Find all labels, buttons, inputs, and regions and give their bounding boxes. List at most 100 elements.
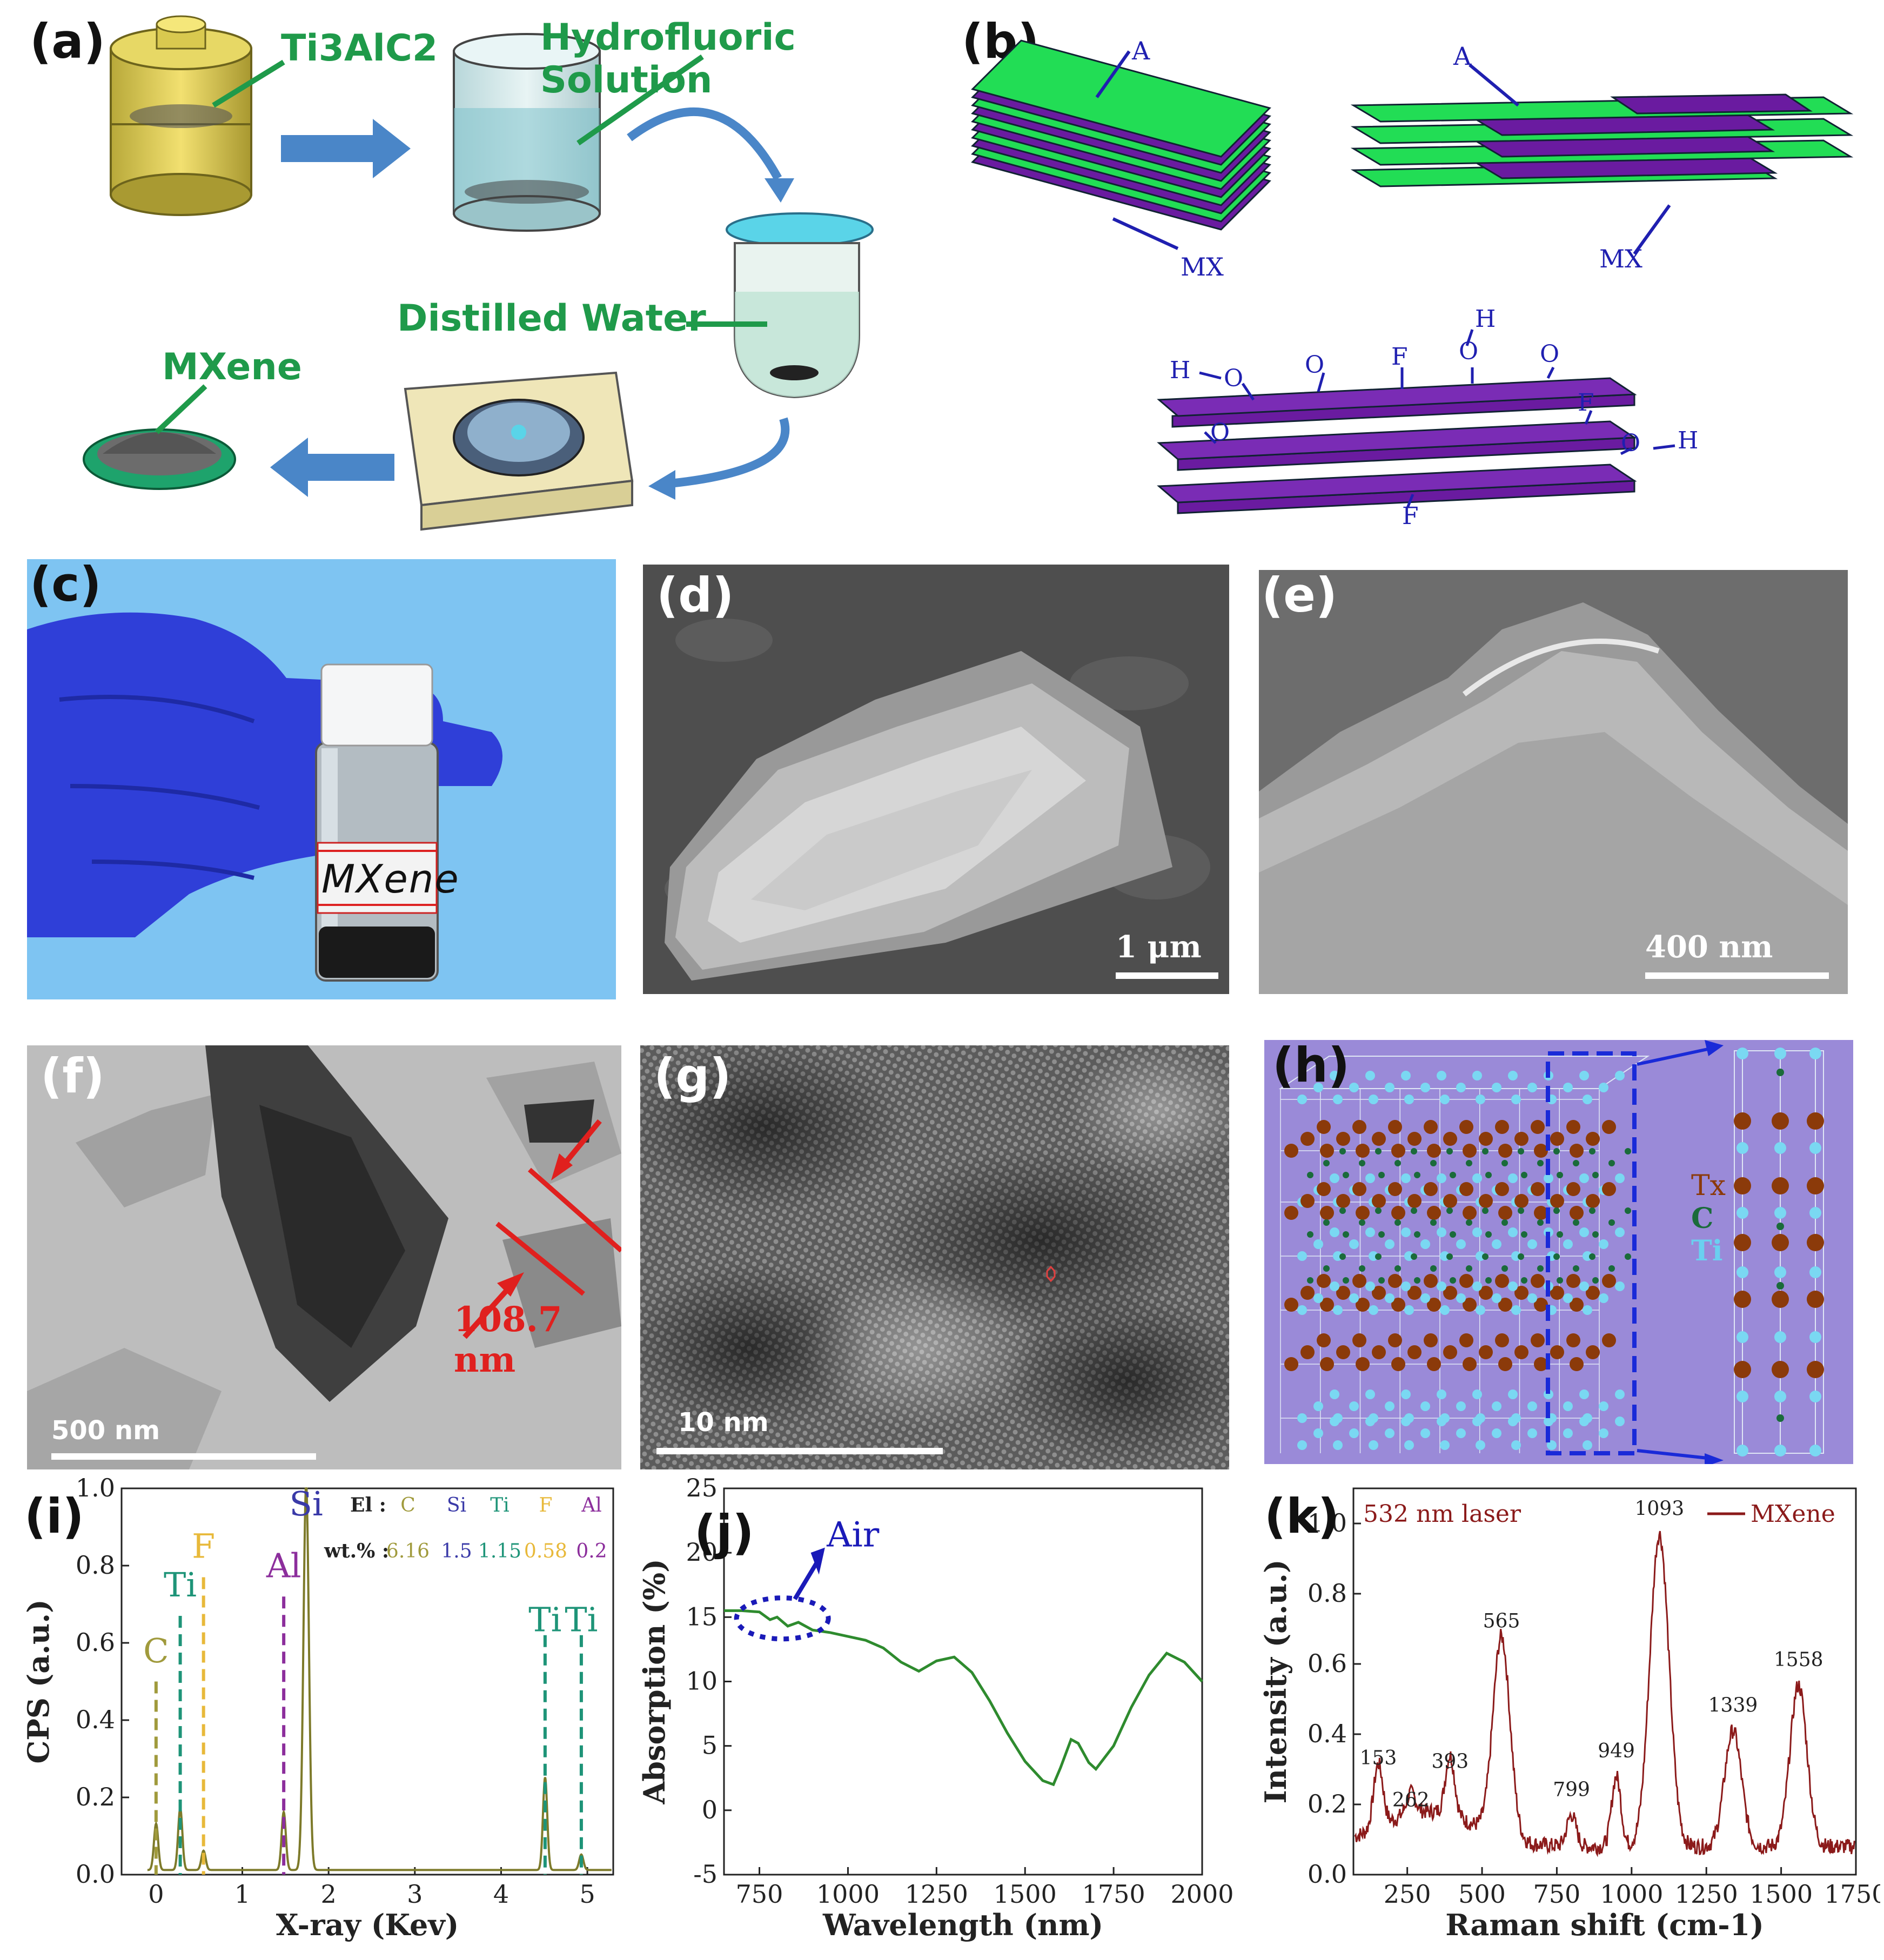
peak-label-al: Al: [266, 1546, 301, 1585]
tx-atom: [1534, 1144, 1548, 1158]
tx-atom: [1317, 1120, 1331, 1134]
y-tick-label: 0.2: [1308, 1789, 1347, 1818]
tx-atom: [1336, 1345, 1350, 1359]
x-axis-label: Wavelength (nm): [822, 1908, 1103, 1942]
ti-atom: [1313, 1401, 1323, 1411]
x-tick-label: 1750: [1082, 1880, 1145, 1909]
c-atom: [1430, 1160, 1437, 1166]
tx-atom: [1463, 1206, 1477, 1220]
x-tick-label: 750: [1533, 1880, 1581, 1909]
c-atom: [1521, 1172, 1527, 1178]
ti-atom: [1579, 1390, 1589, 1399]
panel-c: MXene (c): [27, 559, 616, 999]
c-atom: [1446, 1253, 1453, 1260]
peak-label-ti: Ti: [528, 1600, 561, 1640]
air-region-ellipse: [734, 1595, 831, 1642]
ti-atom: [1583, 1305, 1592, 1315]
tx-atom: [1807, 1177, 1824, 1194]
tx-atom: [1550, 1286, 1564, 1300]
c-atom: [1625, 1253, 1631, 1260]
c-atom: [1537, 1219, 1544, 1226]
c-atom: [1446, 1207, 1453, 1214]
ti-atom: [1313, 1293, 1323, 1303]
tx-atom: [1352, 1274, 1366, 1288]
c-atom: [1518, 1148, 1524, 1154]
tx-atom: [1459, 1182, 1473, 1196]
tx-atom: [1570, 1357, 1584, 1371]
panel-g: 10 nm (g): [640, 1045, 1229, 1469]
c-atom: [1339, 1253, 1346, 1260]
ti-atom: [1365, 1281, 1375, 1291]
c-atom: [1501, 1265, 1508, 1272]
y-tick-label: 15: [686, 1602, 718, 1631]
panel-j: 750 1000 1250 1500 1750 2000 -5 0 5 10 15 20 25 Wavel…: [640, 1478, 1251, 1960]
tx-atom: [1566, 1333, 1580, 1347]
tx-atom: [1514, 1132, 1528, 1146]
label-mxene: MXene: [162, 346, 302, 388]
eds-spectrum-line: [147, 1487, 612, 1871]
c-atom: [1430, 1265, 1437, 1272]
ti-atom: [1365, 1390, 1375, 1399]
tx-atom: [1807, 1361, 1824, 1378]
ti-atom: [1472, 1390, 1482, 1399]
ti-atom: [1615, 1281, 1625, 1291]
air-arrow-head: [810, 1547, 825, 1575]
ti-atom: [1774, 1048, 1786, 1059]
ti-atom: [1737, 1266, 1748, 1278]
tx-atom: [1498, 1144, 1512, 1158]
ti-atom: [1456, 1293, 1466, 1303]
tx-atom: [1356, 1298, 1370, 1312]
terminated-sheets: [1157, 377, 1637, 514]
tx-atom: [1534, 1298, 1548, 1312]
c-atom: [1394, 1160, 1401, 1166]
panel-d: 1 μm (d): [643, 565, 1229, 994]
tx-atom: [1443, 1132, 1457, 1146]
panel-tag-e: (e): [1262, 570, 1338, 623]
c-atom: [1608, 1160, 1615, 1166]
c-atom: [1414, 1172, 1420, 1178]
tx-atom: [1807, 1112, 1824, 1130]
eds-table-value: 0.58: [524, 1540, 567, 1562]
label-hydrofluoric-solution: Hydrofluoric Solution: [540, 16, 796, 102]
eds-table-element: Ti: [490, 1494, 509, 1516]
x-tick-label: 2: [321, 1880, 337, 1909]
beaker-illustration: [453, 33, 601, 232]
tx-atom: [1443, 1286, 1457, 1300]
y-tick-label: 10: [686, 1667, 718, 1696]
tx-atom: [1407, 1132, 1422, 1146]
ti-atom: [1313, 1083, 1323, 1092]
panel-i: 0 1 2 3 4 5 0.0 0.2 0.4 0.6 0.8 1.0 X-ray (Kev) CPS (…: [11, 1478, 638, 1960]
ti-atom: [1404, 1440, 1414, 1450]
tx-atom: [1356, 1206, 1370, 1220]
c-atom: [1394, 1265, 1401, 1272]
x-tick-label: 4: [493, 1880, 509, 1909]
thickness-label: 108.7 nm: [454, 1299, 562, 1380]
c-atom: [1592, 1277, 1599, 1284]
c-atom: [1411, 1253, 1417, 1260]
x-tick-label: 2000: [1170, 1880, 1233, 1909]
tx-atom: [1550, 1194, 1564, 1208]
peak-label-si: Si: [289, 1484, 323, 1523]
tx-atom: [1317, 1182, 1331, 1196]
tx-atom: [1317, 1274, 1331, 1288]
ti-atom: [1349, 1293, 1359, 1303]
tx-atom: [1407, 1345, 1422, 1359]
eds-table-element: C: [400, 1494, 415, 1516]
tx-atom: [1566, 1120, 1580, 1134]
ti-atom: [1313, 1428, 1323, 1438]
c-atom: [1776, 1069, 1784, 1076]
ti-atom: [1472, 1227, 1482, 1237]
c-atom: [1339, 1207, 1346, 1214]
ti-atom: [1563, 1293, 1573, 1303]
tx-atom: [1300, 1132, 1315, 1146]
ti-atom: [1774, 1391, 1786, 1402]
zoom-arrow-head-bottom: [1705, 1453, 1724, 1464]
tx-atom: [1427, 1144, 1441, 1158]
tx-atom: [1459, 1120, 1473, 1134]
tx-atom: [1388, 1120, 1402, 1134]
panel-tag-f: (f): [41, 1048, 105, 1104]
c-atom: [1359, 1219, 1365, 1226]
c-atom: [1414, 1277, 1420, 1284]
tx-atom: [1407, 1286, 1422, 1300]
ti-atom: [1333, 1305, 1343, 1315]
